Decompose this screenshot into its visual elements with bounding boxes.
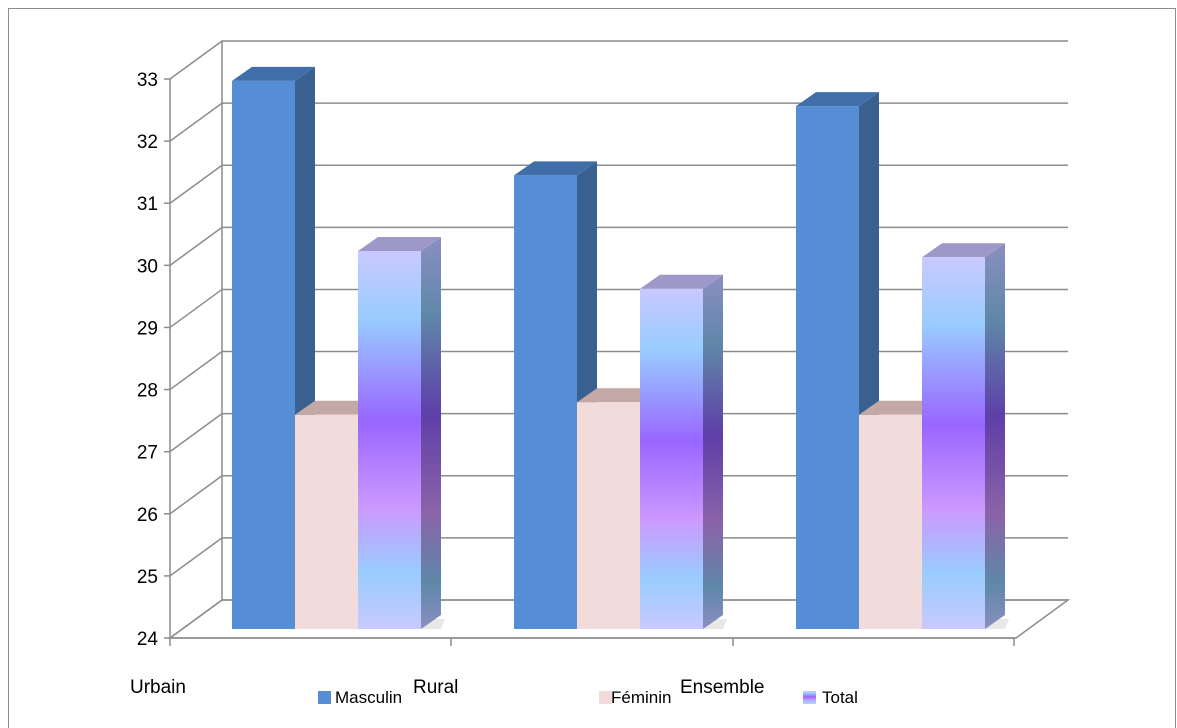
gridline [169,164,1068,204]
bar-féminin-ensemble [859,414,922,629]
y-tick-label: 27 [137,443,158,464]
legend-swatch-féminin [599,691,612,704]
y-tick-label: 30 [137,256,158,277]
bar-side-total [985,243,1005,630]
bar-top-masculin [232,66,315,81]
x-category-label: Ensemble [680,677,765,698]
gridline [169,226,1068,266]
bar-total-ensemble [922,257,985,629]
bar-masculin-rural [514,175,577,629]
bar-top-total [922,243,1005,258]
y-tick-label: 33 [137,70,158,91]
bar-side-total [703,274,723,629]
gridline [169,40,1068,80]
y-tick-label: 26 [137,505,158,526]
bar-total-urbain [358,251,421,629]
bar-masculin-ensemble [796,106,859,630]
bar-top-masculin [514,161,597,176]
bar-top-total [640,274,723,289]
legend-label-féminin: Féminin [611,688,671,707]
y-tick-label: 28 [137,381,158,402]
legend-swatch-masculin [318,691,331,704]
y-tick-label: 24 [137,629,159,650]
gridline [169,412,1068,453]
y-tick-label: 31 [137,194,158,215]
y-axis-ticks: 24 25 26 27 28 29 30 31 32 33 [137,70,1015,650]
gridline [169,102,1068,142]
legend-label-masculin: Masculin [335,688,402,707]
bar-top-féminin [295,400,378,415]
legend: Masculin Féminin Total [318,688,858,707]
y-tick-label: 32 [137,132,158,153]
bar-masculin-urbain [232,80,295,629]
legend-label-total: Total [822,688,858,707]
bar-total-rural [640,288,703,629]
bar-top-féminin [859,400,942,415]
chart-frame [8,8,1176,728]
bar-féminin-urbain [295,414,358,629]
bar-side-total [421,237,441,629]
gridline [169,475,1068,515]
bar-top-total [358,237,441,251]
gridline [169,537,1068,577]
x-category-label: Rural [413,677,458,698]
bar-féminin-rural [577,402,640,629]
gridline [169,599,1068,639]
bar-top-masculin [796,92,879,107]
gridline [169,288,1068,329]
bars [232,66,1009,630]
x-axis-labels: Urbain Rural Ensemble [130,677,765,698]
gridline [169,350,1068,391]
bar-top-féminin [577,388,660,403]
y-tick-label: 29 [137,318,158,339]
legend-swatch-total [803,691,816,704]
x-category-label: Urbain [130,677,186,698]
grid-lines [169,40,1068,639]
y-tick-label: 25 [137,567,158,588]
